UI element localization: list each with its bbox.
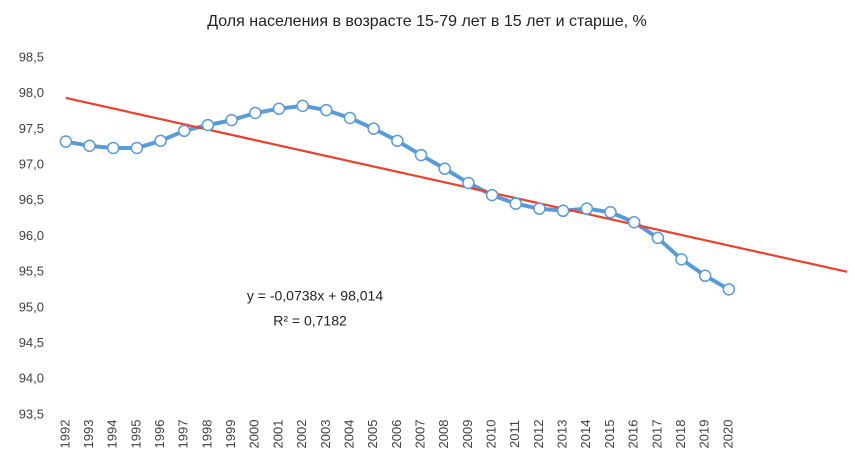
y-tick-label: 97,0 (19, 157, 44, 172)
data-point (391, 134, 404, 148)
x-tick-label: 1994 (105, 420, 120, 449)
x-tick-label: 2016 (626, 420, 641, 449)
data-point (698, 269, 712, 283)
data-point (438, 162, 451, 175)
data-point (343, 111, 357, 125)
data-point (106, 141, 120, 155)
x-tick-label: 1999 (223, 420, 238, 449)
y-tick-label: 96,5 (19, 192, 44, 207)
x-tick-label: 2002 (294, 420, 309, 449)
data-point (533, 202, 546, 215)
chart-title: Доля населения в возрасте 15-79 лет в 15… (207, 13, 647, 30)
data-point (177, 124, 191, 138)
data-point (627, 215, 641, 229)
x-tick-label: 2012 (531, 420, 546, 449)
x-tick-label: 2015 (602, 420, 617, 449)
trendline (65, 96, 848, 273)
data-point (272, 102, 286, 115)
data-point (414, 148, 428, 162)
trend-r2: R² = 0,7182 (273, 313, 347, 329)
y-tick-label: 94,5 (19, 335, 44, 350)
data-point (651, 231, 665, 245)
data-point (59, 135, 73, 148)
y-tick-label: 98,0 (19, 85, 44, 100)
data-point (225, 113, 238, 127)
x-tick-label: 2005 (365, 420, 380, 449)
data-point (83, 139, 96, 153)
x-tick-label: 2008 (436, 420, 451, 449)
data-point (249, 106, 262, 120)
data-point (201, 118, 215, 132)
data-point (509, 197, 523, 210)
data-point (296, 99, 309, 113)
data-point (580, 202, 594, 215)
x-tick-label: 2001 (270, 420, 285, 449)
data-point (367, 122, 380, 135)
y-tick-label: 95,0 (19, 299, 44, 314)
trend-equation: y = -0,0738x + 98,014 (247, 288, 383, 304)
x-tick-label: 1996 (152, 420, 167, 449)
x-tick-label: 2000 (247, 420, 262, 449)
y-tick-label: 95,5 (19, 264, 44, 279)
x-tick-label: 1998 (199, 420, 214, 449)
x-tick-label: 2009 (460, 420, 475, 449)
x-tick-label: 2014 (578, 420, 593, 449)
data-point (604, 205, 617, 219)
data-point (130, 141, 144, 155)
x-tick-label: 2007 (412, 420, 427, 449)
y-tick-label: 93,5 (19, 406, 44, 421)
data-point (154, 134, 167, 148)
data-point (320, 103, 333, 117)
x-tick-label: 2017 (649, 420, 664, 449)
data-point (462, 176, 475, 190)
x-tick-label: 1992 (57, 420, 72, 449)
x-tick-label: 1993 (81, 420, 96, 449)
data-point (722, 283, 736, 296)
y-tick-label: 98,5 (19, 49, 44, 64)
x-tick-label: 2019 (697, 420, 712, 449)
x-tick-label: 2011 (507, 420, 522, 448)
series-line (65, 103, 730, 292)
data-point (485, 188, 499, 202)
x-tick-label: 2010 (484, 420, 499, 449)
y-tick-label: 97,5 (19, 121, 44, 136)
x-tick-label: 2006 (389, 420, 404, 449)
x-tick-label: 1997 (176, 420, 191, 449)
x-tick-label: 2003 (318, 420, 333, 449)
y-tick-label: 96,0 (19, 228, 44, 243)
y-tick-label: 94,0 (19, 371, 44, 386)
x-tick-label: 2018 (673, 420, 688, 449)
data-point (556, 204, 570, 218)
x-tick-label: 2020 (720, 420, 735, 449)
data-point (675, 253, 688, 266)
x-tick-label: 2013 (555, 420, 570, 449)
x-tick-label: 2004 (341, 420, 356, 449)
x-tick-label: 1995 (128, 420, 143, 449)
